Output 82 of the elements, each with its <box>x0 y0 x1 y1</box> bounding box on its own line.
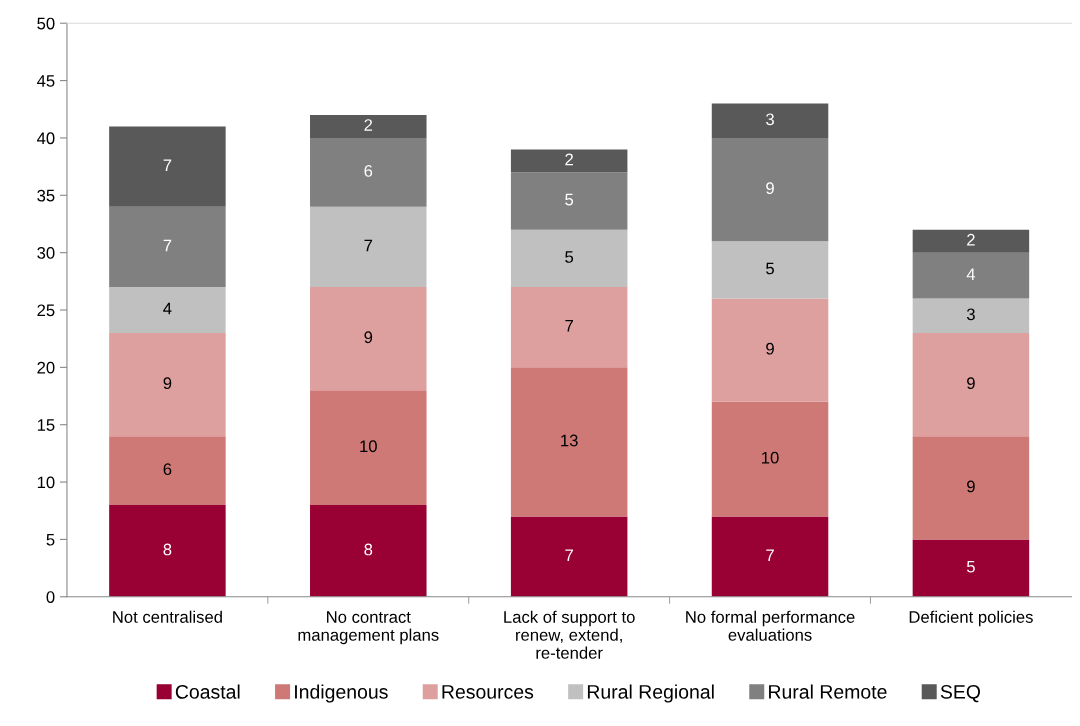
bar <box>510 516 628 597</box>
bar <box>310 287 427 391</box>
bar <box>711 401 829 517</box>
y-tick-label: 45 <box>37 75 55 87</box>
x-tick-label: No contract management plans <box>298 611 439 645</box>
x-tick-label: Lack of support to renew, extend, re-tender <box>504 610 635 659</box>
bar <box>912 252 1030 299</box>
data-label: 2 <box>967 233 975 246</box>
x-tick-label: Deficient policies <box>909 610 1033 627</box>
data-label: 5 <box>966 560 975 573</box>
data-label: 3 <box>966 308 975 321</box>
bar <box>711 516 829 597</box>
data-label: 4 <box>966 268 976 280</box>
data-label: 7 <box>565 549 573 561</box>
data-label: 2 <box>364 119 373 131</box>
bar <box>310 390 427 506</box>
y-tick-label: 30 <box>37 247 55 259</box>
bar <box>912 332 1030 437</box>
bar <box>711 298 829 402</box>
y-tick-label: 35 <box>37 189 55 202</box>
y-tick-label: 20 <box>37 361 55 374</box>
legend-label: Indigenous <box>295 684 388 703</box>
data-label: 9 <box>967 480 975 493</box>
bar <box>310 206 427 288</box>
bar <box>510 287 628 368</box>
data-label: 10 <box>360 440 377 453</box>
data-label: 6 <box>163 463 172 476</box>
legend-label: Resources <box>442 685 534 699</box>
y-tick-label: 5 <box>46 533 55 546</box>
x-tick-label: No formal performance evaluations <box>686 610 855 641</box>
bar <box>109 126 226 207</box>
bar <box>109 505 226 597</box>
data-label: 9 <box>163 377 172 390</box>
bar <box>109 206 226 288</box>
y-tick-label: 15 <box>37 419 55 431</box>
data-label: 7 <box>163 239 172 252</box>
data-label: 9 <box>364 331 373 344</box>
data-label: 5 <box>565 193 574 206</box>
bar <box>310 115 427 138</box>
bar <box>310 505 427 597</box>
y-tick-label: 0 <box>46 591 55 603</box>
y-tick-label: 40 <box>37 132 55 145</box>
bar <box>510 367 628 517</box>
y-tick-label: 25 <box>37 304 55 317</box>
data-label: 7 <box>766 549 774 561</box>
data-label: 13 <box>561 434 578 447</box>
data-label: 8 <box>163 543 172 556</box>
data-label: 7 <box>364 239 373 252</box>
data-label: 7 <box>565 320 573 332</box>
legend-label: Rural Regional <box>587 684 714 703</box>
data-label: 9 <box>766 342 774 355</box>
bar <box>912 436 1030 540</box>
bar <box>510 229 628 288</box>
legend-label: Coastal <box>175 684 240 699</box>
x-tick-label: Not centralised <box>113 610 222 623</box>
bar <box>912 298 1030 333</box>
data-label: 8 <box>364 543 373 556</box>
data-label: 3 <box>766 113 774 126</box>
data-label: 5 <box>766 262 774 275</box>
bar <box>109 332 226 437</box>
y-tick-label: 10 <box>37 476 55 489</box>
bar <box>912 229 1030 253</box>
bar <box>711 241 829 299</box>
bar <box>510 172 628 230</box>
bar <box>109 436 226 506</box>
data-label: 9 <box>766 182 774 195</box>
bar <box>711 103 829 138</box>
data-label: 7 <box>163 159 172 171</box>
data-label: 9 <box>967 377 975 390</box>
bar <box>109 287 226 333</box>
legend-label: Rural Remote <box>769 684 887 699</box>
data-label: 4 <box>163 302 172 315</box>
y-tick-label: 50 <box>37 17 55 30</box>
data-label: 2 <box>565 153 573 166</box>
bar <box>510 149 628 173</box>
data-label: 10 <box>762 451 779 464</box>
data-label: 6 <box>364 165 373 177</box>
legend-label: SEQ <box>940 684 981 703</box>
data-label: 5 <box>565 251 574 263</box>
bar <box>310 137 427 207</box>
bar <box>912 539 1030 597</box>
bar <box>711 137 829 242</box>
